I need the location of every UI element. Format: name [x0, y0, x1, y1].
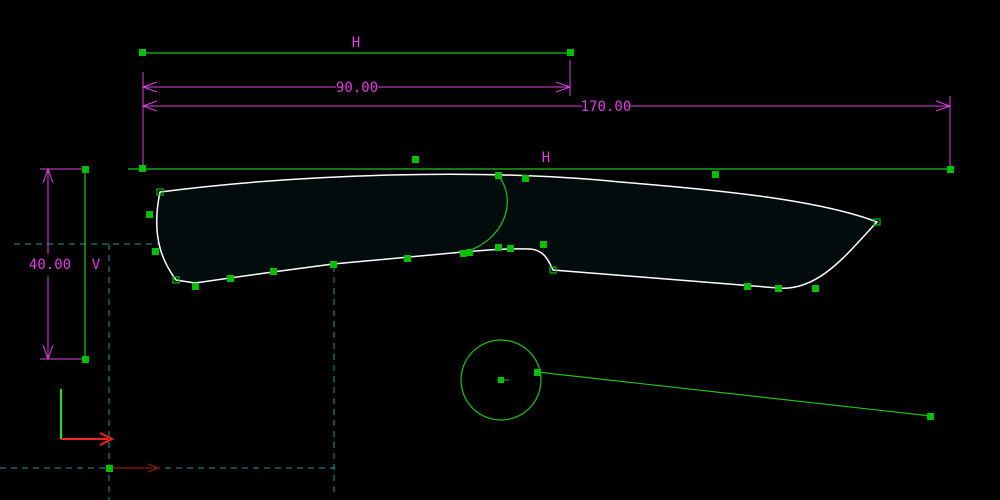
control-point[interactable] [775, 285, 782, 292]
control-point[interactable] [947, 166, 954, 173]
control-point[interactable] [412, 156, 419, 163]
knife-profile[interactable] [156, 173, 879, 289]
control-point[interactable] [712, 171, 719, 178]
control-point[interactable] [873, 218, 881, 226]
control-point[interactable] [139, 49, 146, 56]
arrowhead-90-right [555, 81, 572, 93]
control-point[interactable] [927, 413, 934, 420]
dimension-value-90[interactable]: 90.00 [336, 80, 378, 96]
control-point[interactable] [522, 175, 529, 182]
control-point[interactable] [549, 266, 557, 274]
construction-circle[interactable] [460, 339, 542, 421]
control-point[interactable] [404, 255, 411, 262]
arrowhead-170-right [935, 100, 952, 112]
construction-arc[interactable] [464, 174, 508, 253]
constraint-label-main-horizontal[interactable]: H [542, 150, 550, 166]
control-point[interactable] [812, 285, 819, 292]
control-point[interactable] [270, 268, 277, 275]
control-point[interactable] [172, 276, 180, 284]
arrowhead-90-left [141, 81, 158, 93]
control-point[interactable] [540, 241, 547, 248]
arrowhead-40-bottom [42, 344, 54, 361]
control-point[interactable] [466, 249, 473, 256]
control-point[interactable] [106, 465, 113, 472]
control-point[interactable] [460, 250, 467, 257]
control-point[interactable] [139, 165, 146, 172]
control-point[interactable] [744, 283, 751, 290]
control-point[interactable] [495, 172, 502, 179]
control-point[interactable] [192, 283, 199, 290]
dimension-value-170[interactable]: 170.00 [581, 99, 632, 115]
control-point[interactable] [330, 261, 337, 268]
control-point[interactable] [146, 211, 153, 218]
control-point[interactable] [82, 356, 89, 363]
x-y-axis-triad-icon [60, 389, 161, 473]
constraint-label-top-horizontal[interactable]: H [352, 35, 360, 51]
control-point[interactable] [152, 248, 159, 255]
control-point[interactable] [534, 369, 541, 376]
constraint-label-vertical[interactable]: V [92, 257, 101, 273]
x-axis-arrowhead [99, 432, 115, 446]
origin-x-axis-dim-arrowhead [147, 463, 161, 473]
control-point[interactable] [567, 49, 574, 56]
arrowhead-170-left [141, 100, 158, 112]
dimension-value-40[interactable]: 40.00 [29, 257, 71, 273]
control-point[interactable] [227, 275, 234, 282]
control-points[interactable] [82, 49, 954, 472]
dimensions [40, 60, 952, 361]
arrowhead-40-top [42, 167, 54, 184]
control-point[interactable] [495, 244, 502, 251]
reference-lines [0, 243, 335, 500]
construction-line-tangent[interactable] [536, 371, 932, 417]
control-point[interactable] [82, 166, 89, 173]
control-point[interactable] [498, 377, 504, 383]
control-point[interactable] [156, 188, 164, 196]
control-point[interactable] [507, 245, 514, 252]
